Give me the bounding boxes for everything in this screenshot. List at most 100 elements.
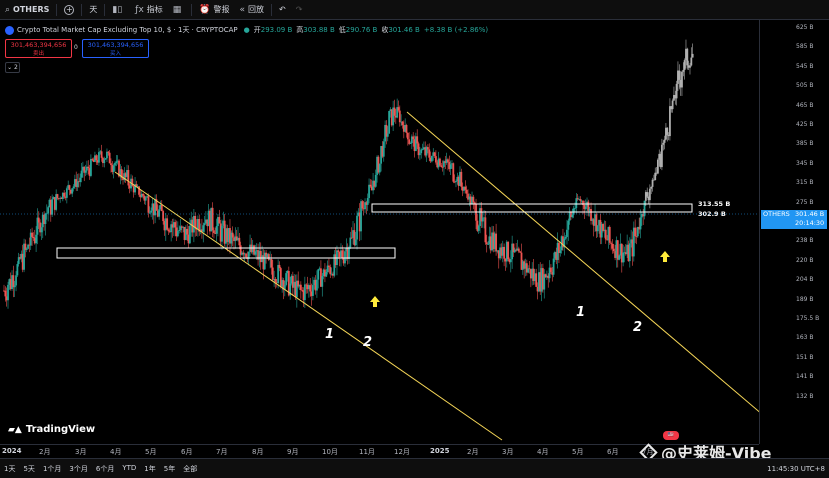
range-3[interactable]: 3个月 xyxy=(69,464,88,473)
candle-body xyxy=(389,109,392,112)
candle-body xyxy=(611,243,614,249)
candle-body xyxy=(469,196,472,204)
event-flag-icon[interactable]: 🇺🇸 xyxy=(663,431,679,440)
candle-body xyxy=(570,211,572,218)
close-value: 301.46 B xyxy=(388,26,420,34)
candle-body xyxy=(364,202,366,210)
candle-body xyxy=(426,147,429,150)
candle-body xyxy=(558,242,560,254)
time-axis[interactable]: 2024 2月 3月 4月 5月 6月 7月 8月 9月 10月 11月 12月 2025 2月 3月 4月 5… xyxy=(0,444,759,458)
candle-body xyxy=(357,212,360,216)
candle-body xyxy=(398,110,401,123)
candle-body xyxy=(576,198,579,200)
market-status-icon: ● xyxy=(243,26,250,34)
candle-body xyxy=(15,275,17,286)
range-4[interactable]: 6个月 xyxy=(95,464,115,473)
symbol-search[interactable]: ⌕ OTHERS xyxy=(0,0,54,20)
candle-body xyxy=(5,296,8,301)
add-symbol-button[interactable]: + xyxy=(59,0,79,20)
candle-body xyxy=(174,222,177,228)
candle-body xyxy=(131,178,134,187)
candle-body xyxy=(79,177,82,183)
range-5[interactable]: YTD xyxy=(122,463,137,472)
layouts-button[interactable]: ▦ xyxy=(168,0,190,20)
candle-body xyxy=(36,217,39,235)
candle-body xyxy=(535,273,538,287)
candle-body xyxy=(639,217,642,230)
replay-button[interactable]: «回放 xyxy=(235,0,270,20)
candle-body xyxy=(595,214,598,232)
candle-body xyxy=(628,243,631,262)
candle-body xyxy=(352,230,354,238)
undo-icon: ↶ xyxy=(279,5,286,14)
candle-body xyxy=(262,255,265,270)
candle-body xyxy=(410,136,413,144)
candle-body xyxy=(358,212,361,232)
sell-price: 301,463,394,656 xyxy=(10,41,67,49)
clock[interactable]: 11:45:30 UTC+8 xyxy=(767,465,825,473)
candle-body xyxy=(52,197,55,200)
candle-body xyxy=(217,217,219,227)
candle-body xyxy=(602,223,604,231)
range-1[interactable]: 5天 xyxy=(23,464,35,473)
candle-body xyxy=(422,147,425,150)
candle-body xyxy=(615,240,618,258)
candle-body xyxy=(361,201,364,209)
price-tick: 132 B xyxy=(796,392,814,400)
candle-body xyxy=(286,270,289,274)
candle-body xyxy=(519,251,522,253)
candle-body xyxy=(112,165,115,173)
candle-body xyxy=(642,213,645,217)
range-6[interactable]: 1年 xyxy=(144,464,156,473)
candle-body xyxy=(231,232,234,238)
candle-body xyxy=(414,136,417,152)
buy-button[interactable]: 301,463,394,656 买入 xyxy=(82,39,149,58)
candle-body xyxy=(12,275,15,288)
indicator-collapse-button[interactable]: ⌄ 2 xyxy=(5,62,20,73)
bar-countdown: 20:14:30 xyxy=(795,219,825,227)
candle-body xyxy=(392,107,395,126)
candle-body xyxy=(412,136,415,140)
candle-body xyxy=(433,152,436,157)
candle-body xyxy=(3,290,5,292)
candle-body xyxy=(638,226,641,230)
candle-body xyxy=(41,214,44,228)
range-7[interactable]: 5年 xyxy=(163,464,176,473)
range-8[interactable]: 全部 xyxy=(183,464,198,473)
indicators-button[interactable]: ƒx 指标 xyxy=(130,0,168,20)
sell-button[interactable]: 301,463,394,656 卖出 xyxy=(5,39,72,58)
candle-body xyxy=(287,270,290,296)
redo-button[interactable]: ↷ xyxy=(291,0,308,20)
candle-body xyxy=(32,236,35,239)
candle-body xyxy=(238,237,241,246)
range-2[interactable]: 1个月 xyxy=(42,464,62,473)
time-tick: 4月 xyxy=(537,448,549,456)
price-axis[interactable]: 625 B 585 B 545 B 505 B 465 B 425 B 385 B 345 B… xyxy=(759,20,829,444)
candle-body xyxy=(100,151,103,158)
candle-body xyxy=(675,83,678,99)
undo-button[interactable]: ↶ xyxy=(274,0,291,20)
candle-body xyxy=(99,151,102,153)
range-0[interactable]: 1天 xyxy=(4,464,16,473)
candle-body xyxy=(497,250,500,259)
candle-body xyxy=(142,193,144,196)
support-zone-1 xyxy=(56,247,396,259)
candle-body xyxy=(682,69,685,72)
candle-body xyxy=(345,247,348,252)
candle-body xyxy=(253,245,255,255)
candle-body xyxy=(647,196,650,201)
candle-body xyxy=(299,284,302,291)
candle-body xyxy=(329,267,332,275)
candle-body xyxy=(606,239,608,241)
alerts-button[interactable]: ⏰ 警报 xyxy=(194,0,234,20)
candle-body xyxy=(44,213,47,225)
time-tick: 8月 xyxy=(252,448,264,456)
candle-body xyxy=(390,109,393,126)
candle-body xyxy=(226,228,229,242)
candle-body xyxy=(690,57,693,66)
interval-button[interactable]: 天 xyxy=(89,5,98,14)
chart-type-button[interactable]: ▮▯ xyxy=(107,0,130,20)
candle-body xyxy=(655,172,658,174)
candle-body xyxy=(270,258,273,268)
